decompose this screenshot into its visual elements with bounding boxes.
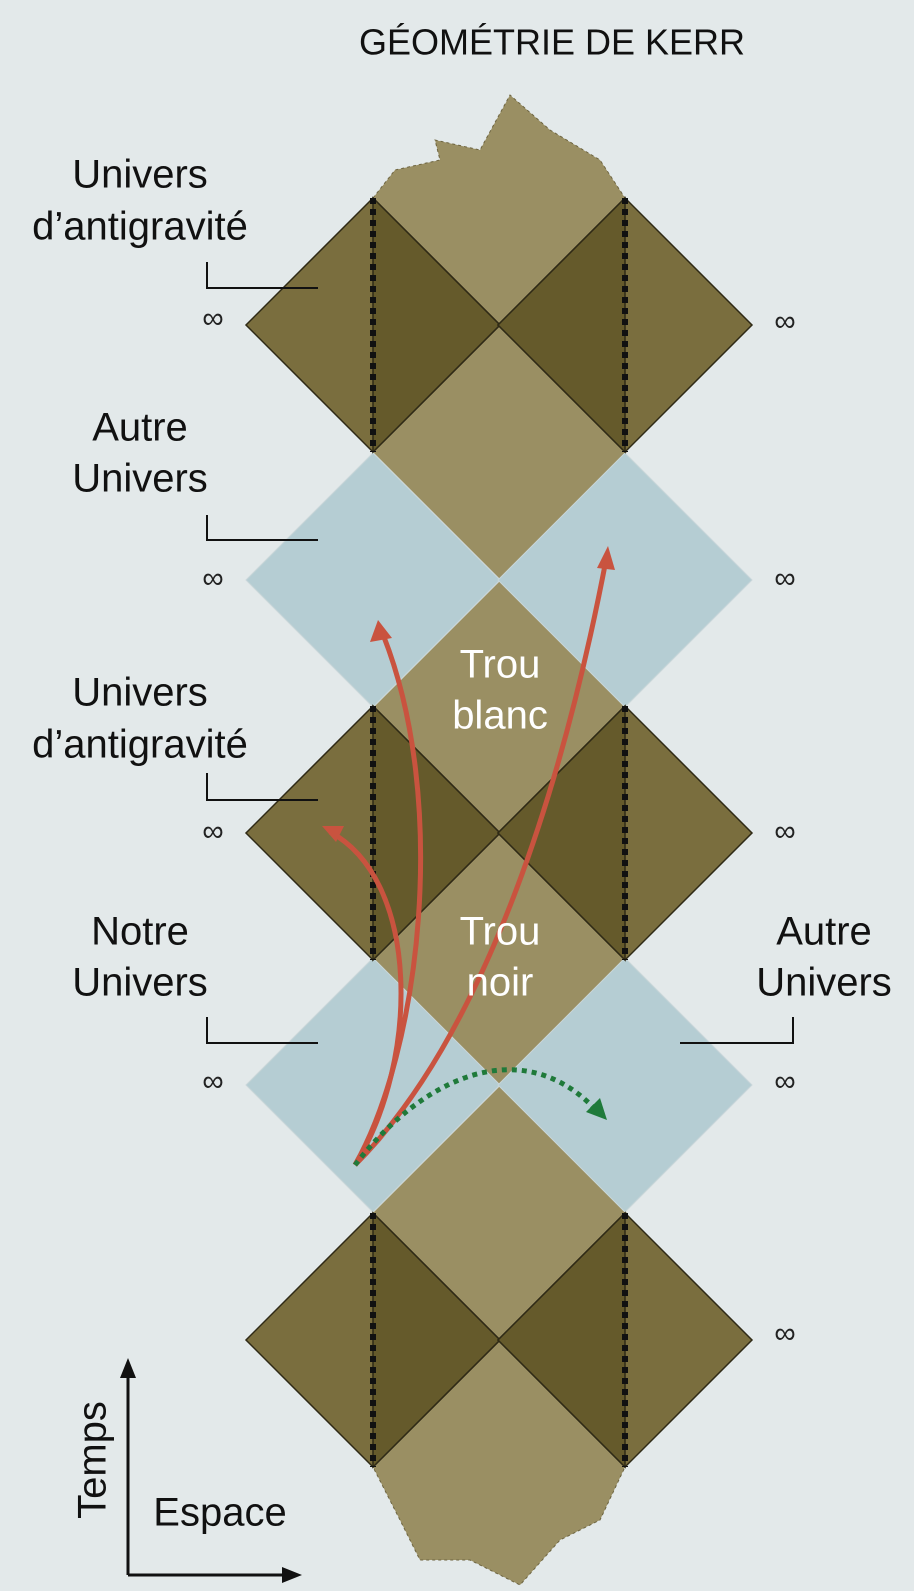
region-label: Trou: [460, 643, 541, 687]
label: Univers: [72, 961, 208, 1005]
infinity: ∞: [774, 815, 795, 848]
infinity: ∞: [774, 305, 795, 338]
label: Autre: [776, 910, 872, 954]
region-label: Trou: [460, 910, 541, 954]
infinity: ∞: [774, 1065, 795, 1098]
kerr-diagram: GÉOMÉTRIE DE KERR Univers d’antigravité …: [0, 0, 914, 1591]
title: GÉOMÉTRIE DE KERR: [359, 22, 745, 63]
label: Univers: [756, 961, 892, 1005]
infinity: ∞: [774, 1317, 795, 1350]
region-label: blanc: [452, 694, 548, 738]
label: Univers: [72, 671, 208, 715]
infinity: ∞: [774, 562, 795, 595]
infinity: ∞: [202, 302, 223, 335]
label: Univers: [72, 153, 208, 197]
axis-label: Temps: [71, 1401, 115, 1519]
label: d’antigravité: [32, 205, 248, 249]
penrose-diagram: [246, 95, 752, 1585]
axis-label: Espace: [153, 1491, 286, 1535]
infinity: ∞: [202, 1065, 223, 1098]
region-label: noir: [467, 961, 534, 1005]
label: Univers: [72, 457, 208, 501]
label: Notre: [91, 910, 189, 954]
label: d’antigravité: [32, 723, 248, 767]
label: Autre: [92, 406, 188, 450]
infinity: ∞: [202, 562, 223, 595]
infinity: ∞: [202, 815, 223, 848]
